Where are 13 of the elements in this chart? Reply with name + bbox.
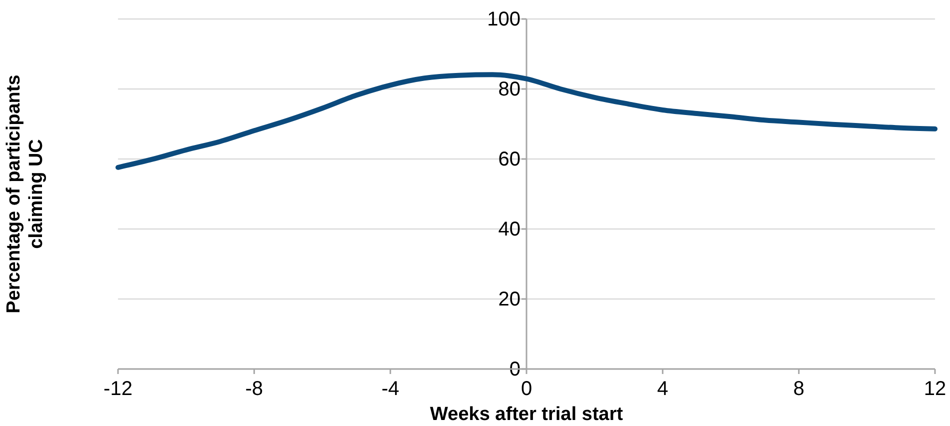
y-tick-label: 60 — [498, 148, 520, 170]
x-tick-label: -4 — [381, 378, 400, 400]
y-tick-label: 100 — [487, 8, 520, 30]
x-tick-label: 4 — [657, 378, 668, 400]
x-tick-label: 12 — [924, 378, 946, 400]
x-tick-label: -12 — [104, 378, 132, 400]
y-tick-label: 20 — [498, 288, 520, 310]
y-tick-label: 40 — [498, 218, 520, 240]
y-axis-title: Percentage of participants claiming UC — [3, 74, 48, 314]
x-tick-label: 8 — [793, 378, 804, 400]
x-axis-title: Weeks after trial start — [430, 404, 624, 425]
x-tick-label: -8 — [245, 378, 264, 400]
y-tick-label: 80 — [498, 78, 520, 100]
